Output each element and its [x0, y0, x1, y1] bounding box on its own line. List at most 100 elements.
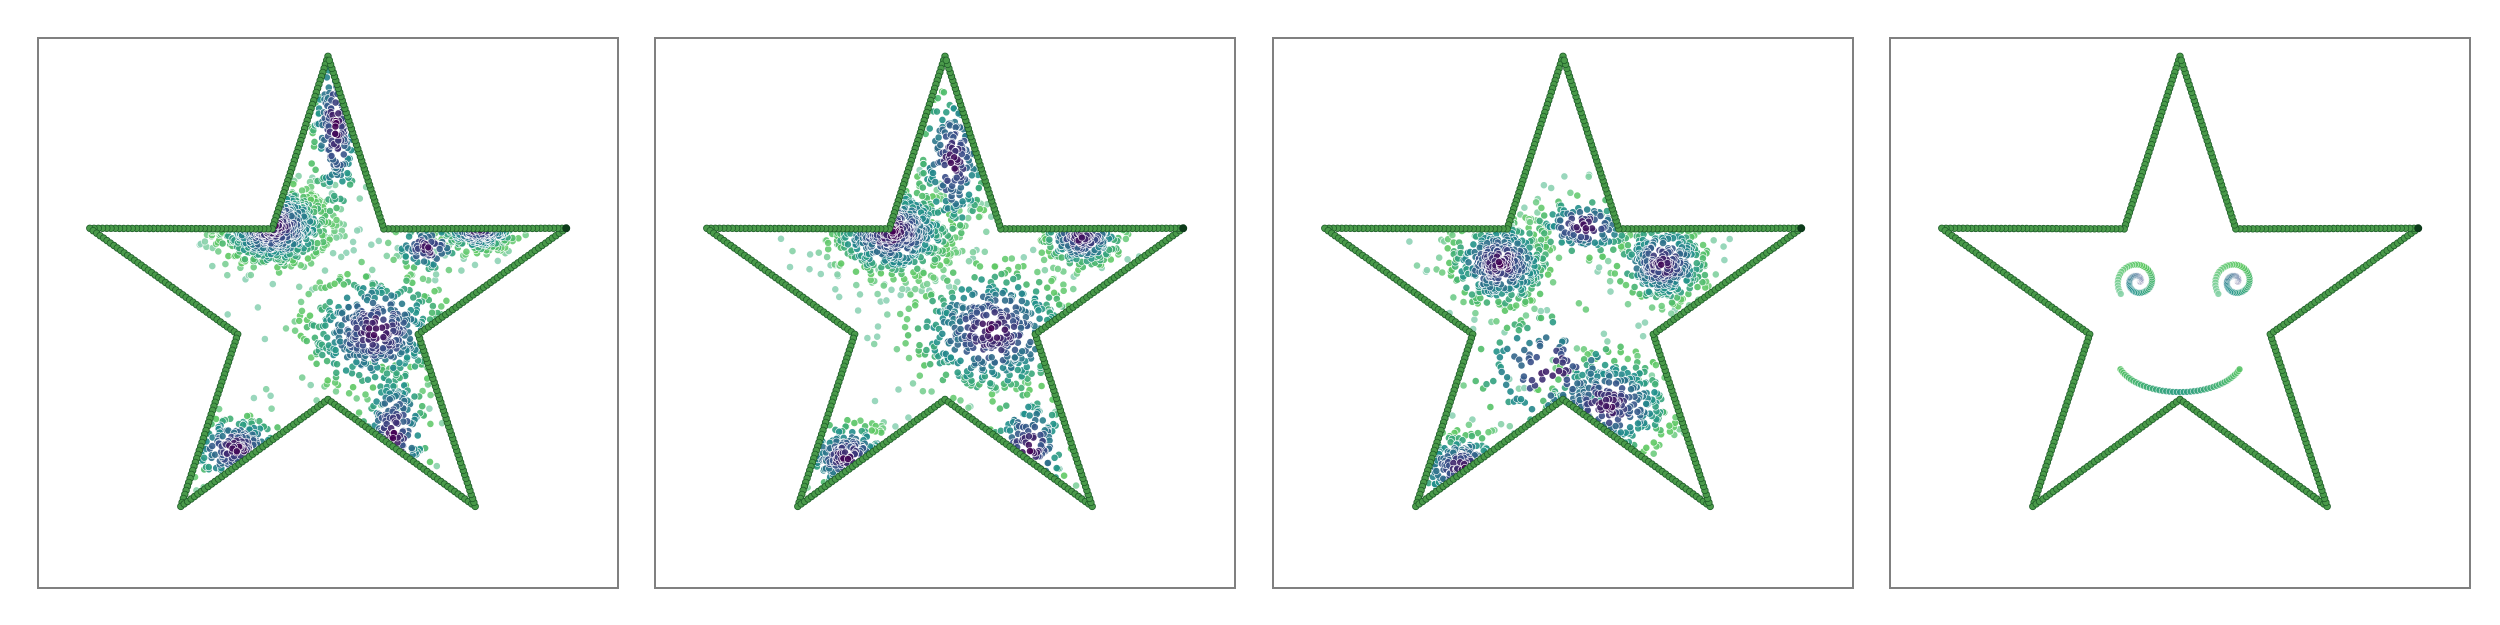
scatter-point: [978, 319, 987, 328]
scatter-point: [1047, 276, 1056, 285]
scatter-point: [369, 298, 377, 307]
scatter-point: [336, 337, 345, 346]
scatter-point: [1011, 345, 1019, 354]
scatter-point: [334, 109, 343, 118]
scatter-point: [1513, 334, 1521, 343]
scatter-point: [896, 310, 905, 318]
scatter-point: [430, 287, 439, 296]
scatter-point: [1585, 253, 1594, 262]
scatter-point: [409, 293, 418, 302]
scatter-point: [310, 137, 319, 146]
scatter-point: [1598, 252, 1607, 261]
scatter-point: [332, 368, 341, 377]
scatter-point: [353, 226, 362, 235]
scatter-point: [1573, 191, 1582, 200]
scatter-point: [938, 329, 947, 338]
scatter-point: [323, 357, 331, 365]
scatter-point: [883, 310, 892, 319]
scatter-point: [919, 169, 928, 178]
scatter-point: [1657, 302, 1666, 310]
scatter-point: [1525, 229, 1534, 238]
scatter-point: [922, 346, 931, 354]
scatter-point: [867, 426, 876, 435]
scatter-point: [243, 412, 252, 420]
scatter-point: [1591, 350, 1600, 358]
scatter-point: [368, 265, 377, 274]
scatter-point: [1468, 290, 1476, 299]
scatter-point: [1050, 453, 1059, 462]
scatter-point: [915, 371, 924, 380]
scatter-point: [936, 141, 945, 149]
scatter-point: [1602, 345, 1610, 354]
scatter-point: [1630, 283, 1639, 291]
scatter-point: [976, 262, 984, 271]
scatter-point: [384, 238, 393, 247]
scatter-point: [986, 379, 995, 388]
scatter-point: [1537, 314, 1545, 322]
scatter-point: [462, 247, 471, 256]
scatter-point: [357, 258, 366, 266]
scatter-point: [1010, 322, 1018, 331]
scatter-point: [355, 371, 364, 380]
scatter-point: [968, 290, 977, 299]
scatter-point: [1665, 421, 1674, 430]
scatter-point: [380, 399, 389, 408]
scatter-point: [1492, 317, 1501, 326]
scatter-point: [949, 268, 958, 277]
scatter-point: [1014, 263, 1023, 271]
scatter-point: [1413, 261, 1421, 270]
scatter-point: [330, 279, 339, 288]
scatter-point: [1624, 241, 1632, 250]
scatter-point: [1537, 203, 1546, 212]
scatter-point: [893, 345, 901, 354]
scatter-point: [788, 247, 797, 255]
scatter-point: [362, 272, 370, 281]
scatter-point: [904, 331, 912, 340]
scatter-point: [947, 158, 955, 167]
scatter-point: [321, 266, 329, 275]
scatter-point: [844, 455, 852, 463]
scatter-point: [418, 402, 427, 411]
scatter-point: [1567, 246, 1576, 255]
scatter-point: [1477, 345, 1485, 353]
scatter-point: [988, 397, 997, 406]
panel-2: [654, 37, 1236, 589]
scatter-point: [1623, 354, 1632, 363]
scatter-point: [1001, 255, 1010, 263]
scatter-point: [940, 88, 948, 97]
scatter-point: [218, 432, 227, 441]
scatter-point: [968, 171, 976, 180]
scatter-point: [346, 180, 354, 189]
scatter-point: [942, 370, 950, 379]
scatter-point: [852, 267, 860, 276]
scatter-point: [1035, 278, 1044, 287]
scatter-point: [1459, 298, 1468, 306]
scatter-point: [1034, 306, 1043, 315]
scatter-point: [914, 324, 922, 333]
scatter-point: [1018, 297, 1026, 305]
scatter-point: [1609, 245, 1618, 254]
scatter-point: [927, 387, 936, 396]
scatter-point: [1072, 481, 1080, 490]
scatter-point: [964, 403, 973, 412]
scatter-point: [318, 351, 327, 359]
scatter-point: [1048, 411, 1056, 419]
scatter-point: [871, 397, 879, 405]
scatter-point: [331, 346, 340, 354]
scatter-point: [1009, 275, 1018, 283]
scatter-point: [266, 391, 275, 400]
scatter-point: [379, 344, 387, 353]
scatter-point: [1032, 287, 1040, 296]
scatter-point: [442, 296, 451, 305]
scatter-point: [398, 299, 406, 308]
scatter-point: [913, 264, 922, 273]
scatter-point: [952, 173, 961, 182]
scatter-point: [919, 160, 928, 168]
scatter-point: [965, 257, 973, 266]
scatter-point: [304, 290, 313, 298]
scatter-point: [831, 285, 840, 294]
scatter-point: [1449, 293, 1458, 302]
scatter-point: [389, 255, 398, 264]
scatter-point: [1489, 377, 1498, 385]
